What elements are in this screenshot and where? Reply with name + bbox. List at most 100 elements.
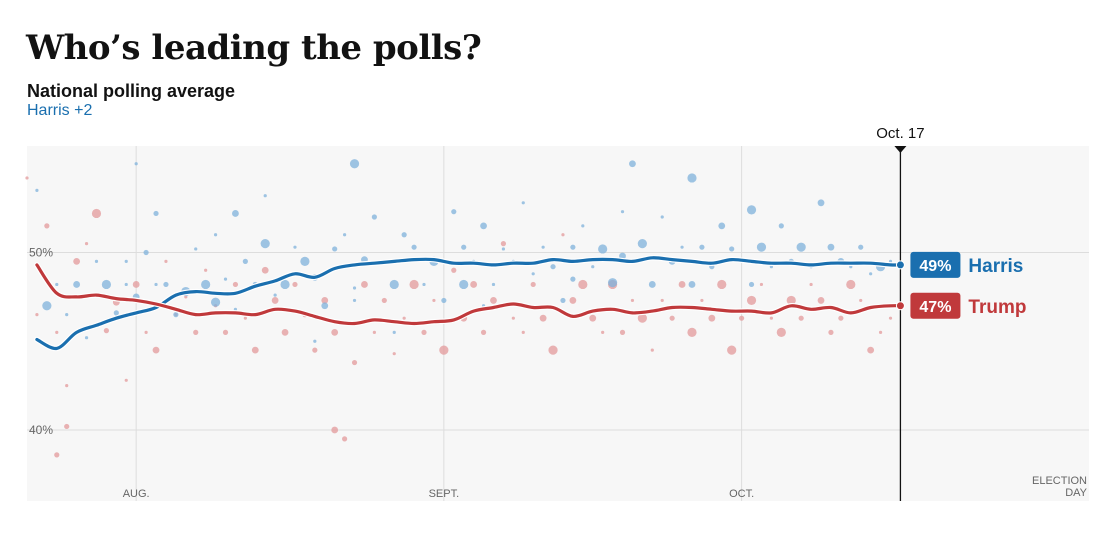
trump-poll-dot: [530, 281, 536, 288]
trump-poll-dot: [64, 423, 70, 430]
harris-poll-dot: [451, 209, 457, 215]
trump-poll-dot: [372, 330, 376, 334]
trump-poll-dot: [539, 314, 547, 322]
trump-poll-dot: [152, 346, 160, 354]
trump-poll-dot: [511, 316, 515, 320]
trump-poll-dot: [132, 281, 140, 288]
trump-poll-dot: [548, 345, 558, 355]
harris-poll-dot: [680, 245, 684, 249]
harris-poll-dot: [42, 301, 52, 311]
harris-poll-dot: [280, 279, 290, 290]
x-tick-label: OCT.: [729, 488, 754, 500]
harris-poll-dot: [73, 281, 81, 288]
leader-margin: Harris +2: [27, 102, 93, 119]
average-lines: [34, 255, 904, 352]
trump-poll-dot: [769, 316, 773, 320]
trump-poll-dot: [193, 329, 199, 335]
x-tick-label: SEPT.: [429, 488, 460, 500]
trump-poll-dot: [251, 346, 259, 354]
harris-poll-dot: [581, 224, 585, 228]
trump-poll-dot: [521, 330, 525, 334]
harris-poll-dot: [796, 242, 806, 252]
trump-poll-dot: [490, 297, 497, 304]
trump-poll-dot: [687, 327, 697, 337]
harris-poll-dot: [637, 239, 647, 249]
harris-poll-dot: [300, 256, 310, 266]
harris-poll-dot: [746, 205, 757, 215]
trump-poll-dot: [470, 281, 478, 288]
election-day-label: DAY: [1065, 487, 1087, 499]
harris-poll-dot: [459, 279, 469, 290]
trump-poll-dot: [44, 223, 50, 229]
end-labels: 49% Harris 47% Trump: [895, 251, 1026, 319]
harris-poll-dot: [688, 281, 696, 288]
harris-poll-dot: [869, 272, 873, 276]
trump-value-badge: [910, 292, 961, 319]
harris-value-badge: [910, 251, 961, 278]
harris-poll-dot: [293, 245, 297, 249]
trump-poll-dot: [578, 279, 588, 290]
harris-poll-dot: [35, 188, 39, 192]
harris-poll-dot: [163, 281, 169, 288]
trump-poll-dot: [480, 329, 487, 335]
y-tick-label: 40%: [29, 423, 53, 437]
harris-poll-dot: [629, 160, 636, 168]
harris-poll-dot: [591, 265, 595, 269]
harris-poll-dot: [273, 293, 277, 297]
harris-poll-dot: [748, 281, 755, 288]
harris-poll-dot: [94, 259, 99, 263]
trump-poll-dot: [342, 436, 348, 442]
trump-poll-dot: [708, 314, 716, 322]
trump-poll-dot: [292, 281, 298, 288]
harris-poll-dot: [233, 307, 238, 311]
trump-poll-dot: [409, 279, 419, 290]
trump-poll-dot: [381, 297, 387, 304]
trump-poll-dot: [124, 378, 128, 382]
harris-poll-dot: [232, 210, 239, 217]
trump-value: 47%: [919, 299, 951, 316]
harris-poll-dot: [313, 339, 317, 343]
harris-poll-dot: [210, 297, 221, 307]
trump-poll-dot: [727, 345, 737, 355]
trump-poll-dot: [321, 297, 329, 304]
harris-poll-dot: [480, 222, 487, 230]
harris-poll-dot: [778, 223, 784, 229]
harris-poll-dot: [332, 246, 338, 252]
trump-poll-dot: [569, 297, 577, 304]
trump-poll-dot: [261, 266, 269, 274]
trump-poll-dot: [103, 328, 110, 334]
harris-poll-dot: [560, 297, 566, 304]
harris-poll-dot: [260, 239, 270, 249]
trump-poll-dot: [164, 259, 168, 263]
trump-poll-dot: [619, 329, 626, 335]
harris-poll-dot: [352, 298, 357, 303]
trump-poll-dot: [650, 348, 654, 352]
harris-poll-dot: [223, 277, 228, 281]
trump-poll-dot: [601, 330, 605, 334]
trump-poll-dot: [817, 297, 825, 304]
today-marker: Oct. 17: [876, 125, 925, 501]
harris-poll-dot: [343, 233, 347, 237]
trump-poll-dot: [717, 279, 727, 290]
trump-poll-dot: [25, 176, 29, 180]
harris-poll-dot: [201, 279, 211, 290]
harris-poll-dot: [263, 194, 267, 198]
harris-poll-dot: [729, 246, 735, 252]
trump-poll-dot: [809, 282, 813, 287]
harris-poll-dot: [817, 199, 825, 207]
page-title: Who’s leading the polls?: [26, 28, 482, 68]
plot-background: [27, 146, 1089, 501]
harris-poll-dot: [461, 244, 467, 250]
harris-poll-dot: [371, 214, 377, 220]
harris-poll-dot: [84, 336, 89, 340]
trump-poll-dot: [439, 345, 449, 355]
trump-poll-dot: [402, 316, 406, 320]
harris-poll-dot: [55, 282, 59, 287]
trump-poll-dot: [331, 328, 339, 336]
trump-poll-dot: [91, 208, 102, 219]
trump-poll-dot: [392, 352, 396, 356]
trump-poll-dot: [888, 316, 893, 320]
trump-poll-dot: [637, 313, 647, 323]
trump-poll-dot: [54, 452, 60, 458]
